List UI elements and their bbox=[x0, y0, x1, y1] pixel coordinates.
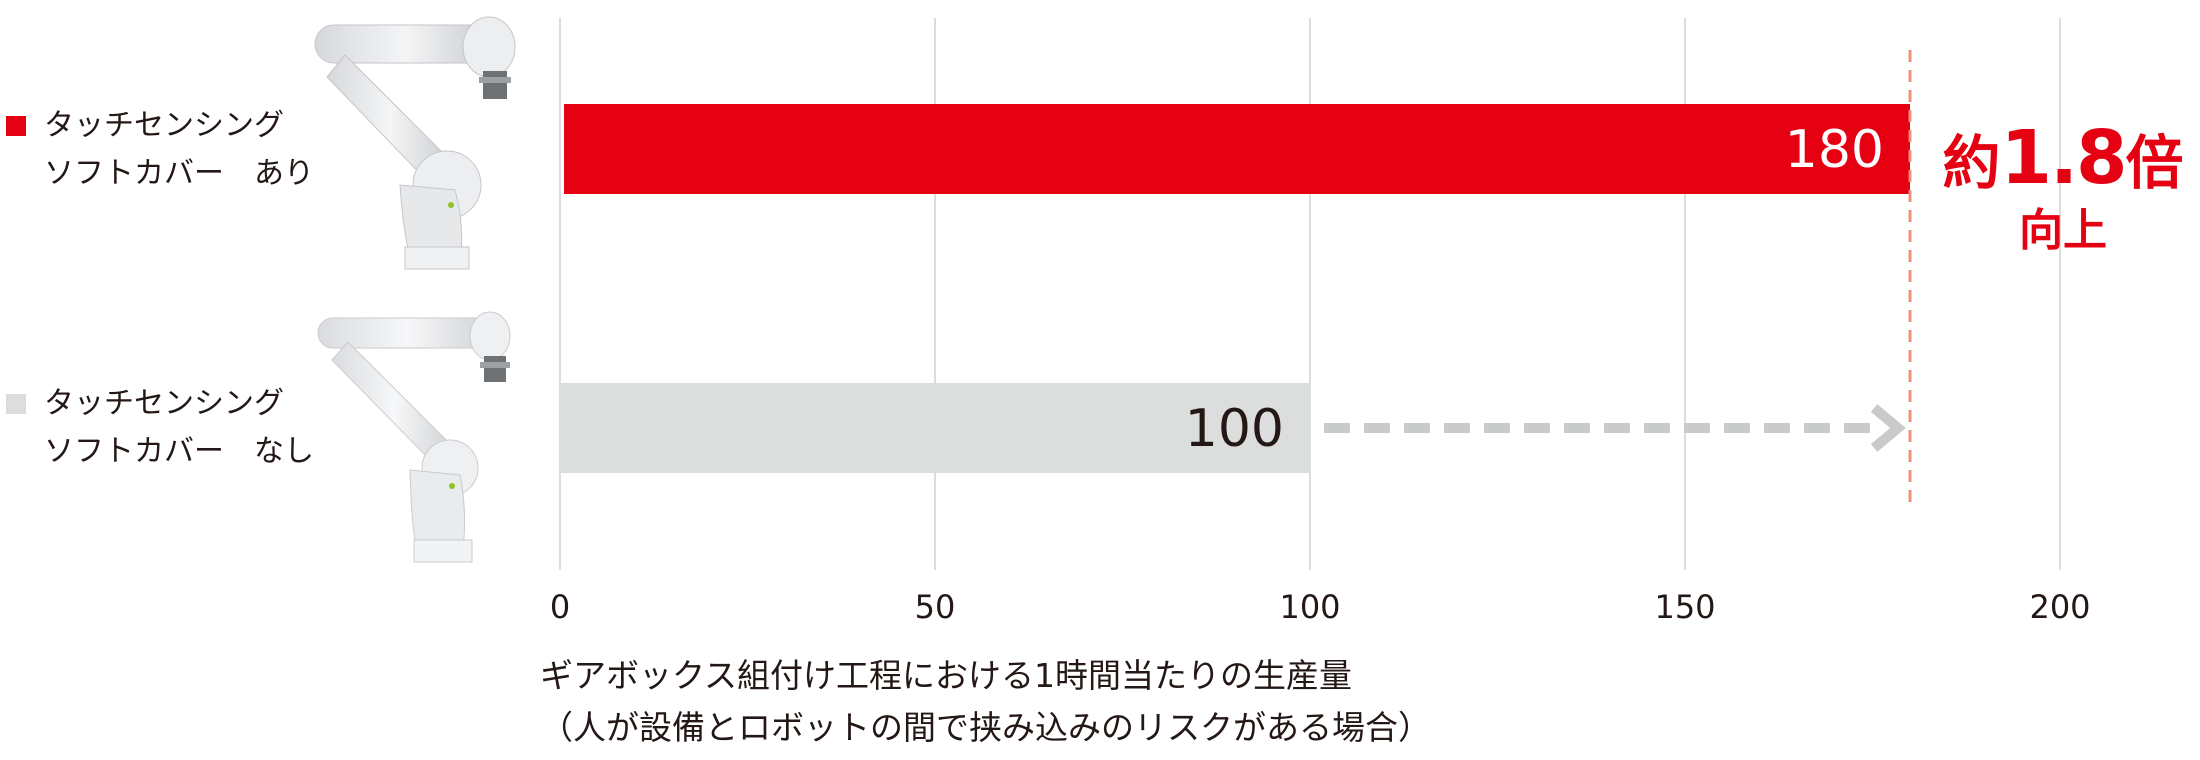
bar-without-cover bbox=[560, 383, 1310, 473]
bar-value-label: 100 bbox=[1185, 399, 1284, 459]
legend-label-line2: ソフトカバー あり bbox=[44, 156, 314, 191]
x-tick-label: 100 bbox=[1279, 588, 1340, 626]
improvement-callout: 約1.8倍 向上 bbox=[1938, 120, 2188, 261]
callout-sub: 向上 bbox=[2019, 205, 2107, 256]
legend-swatch-red bbox=[6, 116, 26, 136]
callout-prefix: 約 bbox=[1942, 129, 2001, 197]
legend-item-with-cover: タッチセンシング ソフトカバー あり bbox=[6, 102, 314, 198]
x-tick-label: 0 bbox=[550, 588, 570, 626]
bar-with-cover bbox=[564, 104, 1910, 194]
bar-value-label: 180 bbox=[1785, 120, 1884, 180]
x-axis-label-line2: （人が設備とロボットの間で挟み込みのリスクがある場合） bbox=[540, 708, 1431, 747]
legend-item-without-cover: タッチセンシング ソフトカバー なし bbox=[6, 380, 314, 476]
robot-arm-with-cover-image bbox=[314, 16, 516, 270]
x-tick-label: 150 bbox=[1654, 588, 1715, 626]
x-tick-label: 200 bbox=[2029, 588, 2090, 626]
legend-label-line2: ソフトカバー なし bbox=[44, 434, 314, 469]
robot-arm-without-cover-image bbox=[317, 311, 511, 563]
legend-swatch-gray bbox=[6, 394, 26, 414]
callout-suffix: 倍 bbox=[2125, 129, 2184, 197]
x-axis-label-line1: ギアボックス組付け工程における1時間当たりの生産量 bbox=[540, 656, 1353, 695]
legend-label-line1: タッチセンシング bbox=[44, 386, 284, 421]
callout-value: 1.8 bbox=[2000, 115, 2127, 201]
growth-arrow-head bbox=[1870, 404, 1906, 452]
x-tick-label: 50 bbox=[915, 588, 956, 626]
legend-label-line1: タッチセンシング bbox=[44, 108, 284, 143]
x-axis-label: ギアボックス組付け工程における1時間当たりの生産量 （人が設備とロボットの間で挟… bbox=[540, 650, 1431, 754]
